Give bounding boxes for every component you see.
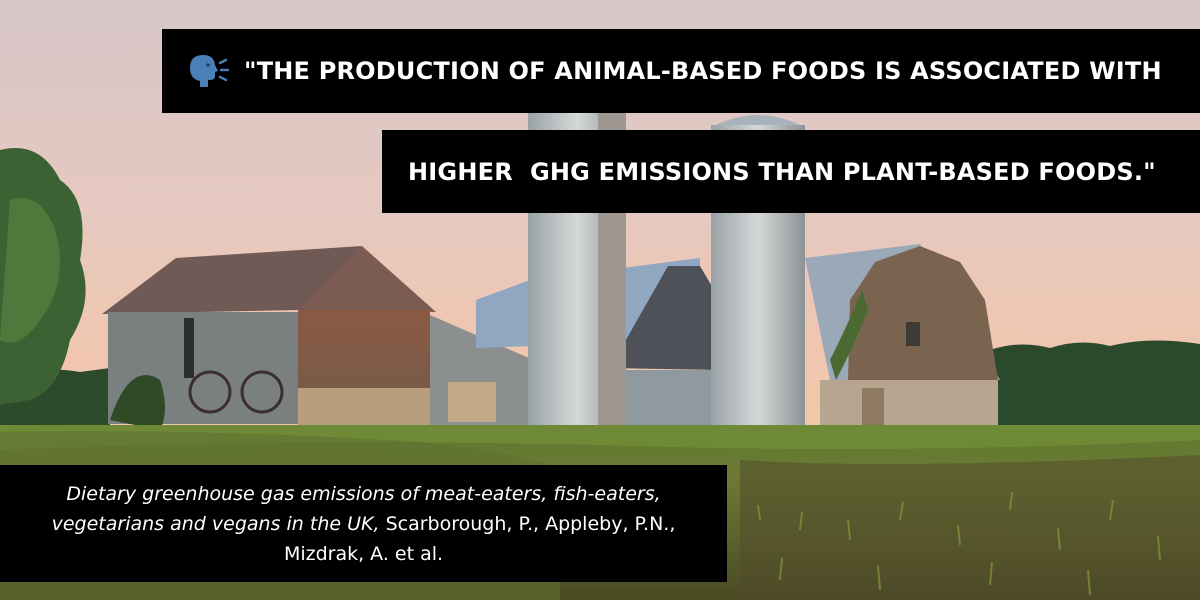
quote-banner-bottom: HIGHER GHG EMISSIONS THAN PLANT-BASED FO…	[382, 130, 1200, 213]
speaking-head-icon	[190, 55, 230, 87]
quote-banner-top: "THE PRODUCTION OF ANIMAL-BASED FOODS IS…	[162, 29, 1200, 113]
citation-authors: Scarborough, P., Appleby, P.N., Mizdrak,…	[283, 512, 676, 565]
quote-line-1: "THE PRODUCTION OF ANIMAL-BASED FOODS IS…	[244, 57, 1162, 85]
citation-title: Dietary greenhouse gas emissions of meat…	[51, 482, 661, 535]
citation-box: Dietary greenhouse gas emissions of meat…	[0, 465, 727, 582]
quote-line-2: HIGHER GHG EMISSIONS THAN PLANT-BASED FO…	[408, 157, 1156, 186]
